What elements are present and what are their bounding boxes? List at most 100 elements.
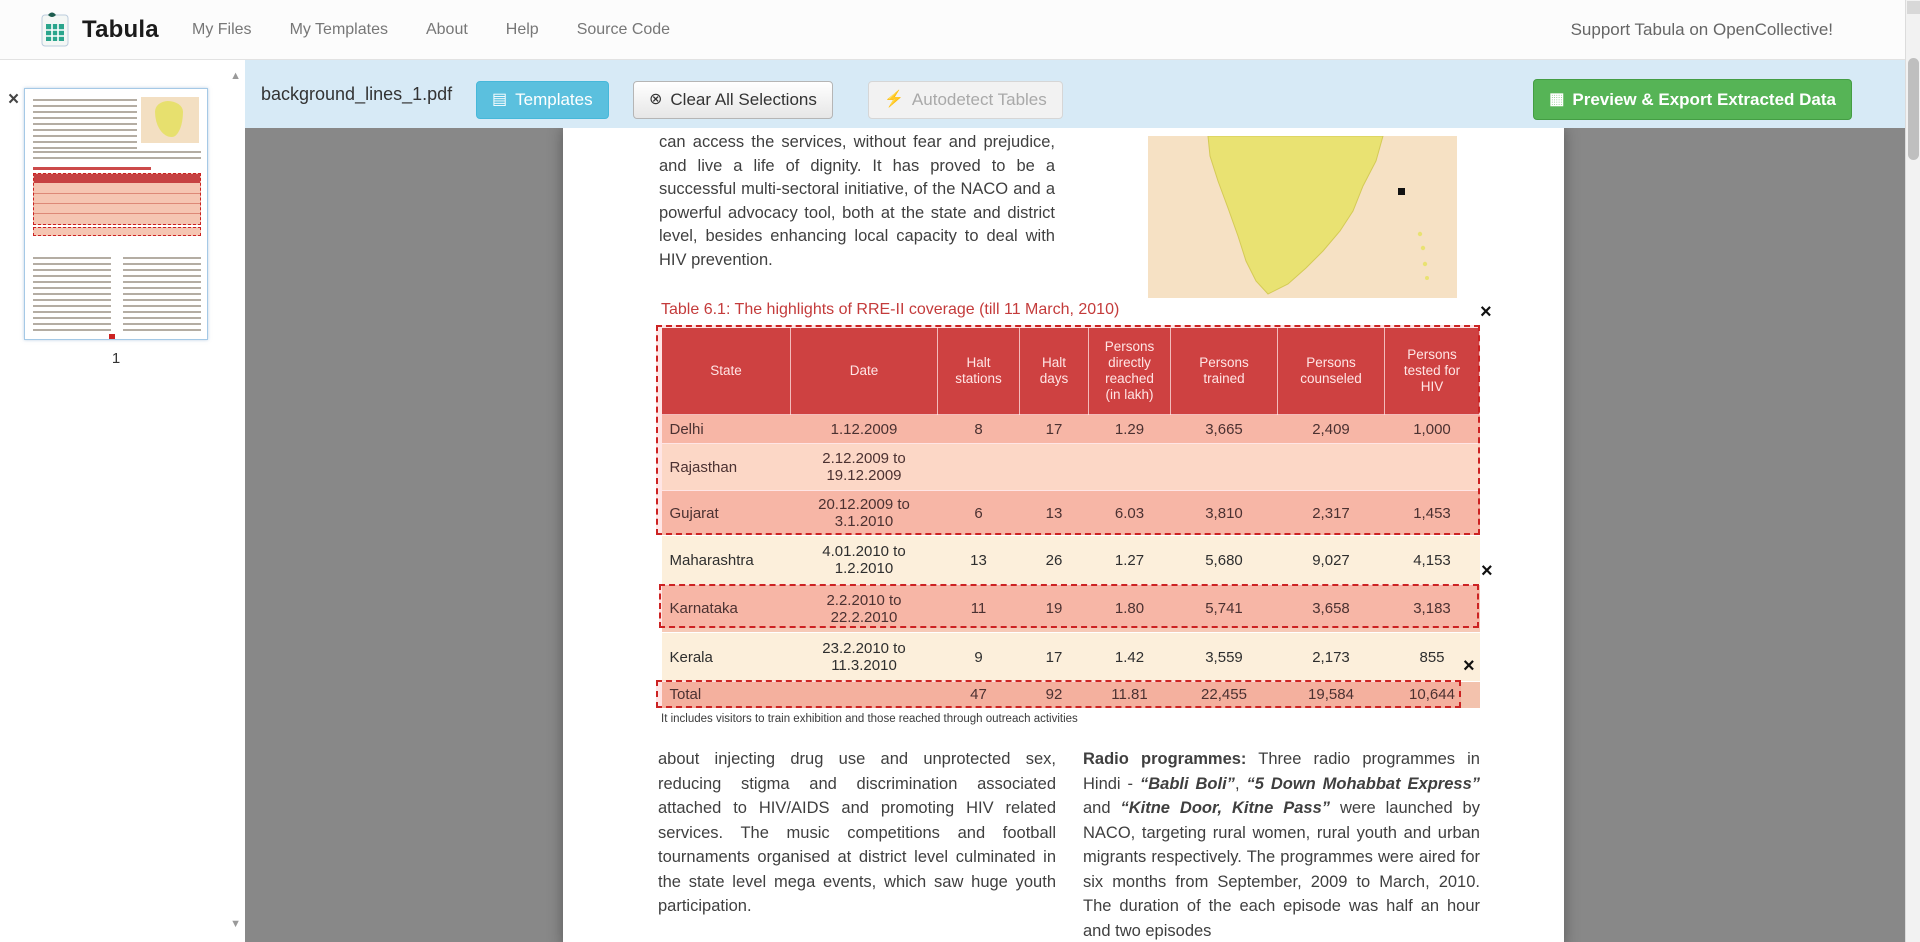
table-cell: 2.12.2009 to 19.12.2009 (790, 443, 938, 491)
table-cell: 855 (1384, 632, 1480, 682)
table-cell: 26 (1019, 535, 1089, 585)
table-row: Karnataka 2.2.2010 to 22.2.2010 11 19 1.80 5,… (661, 584, 1480, 633)
table-cell: 19,584 (1277, 681, 1385, 708)
clear-all-selections-button[interactable]: ⊗ Clear All Selections (633, 81, 833, 119)
selection-1-close-icon[interactable]: × (1480, 301, 1492, 323)
table-cell: Rajasthan (661, 443, 791, 491)
sidebar-scroll-down-icon[interactable]: ▼ (230, 918, 241, 930)
table-cell: 1,000 (1384, 414, 1480, 444)
thumbnail-column-left (33, 257, 111, 331)
table-cell: 17 (1019, 414, 1089, 444)
nav-my-files[interactable]: My Files (192, 21, 252, 38)
table-cell: 13 (937, 535, 1020, 585)
table-cell: 8 (937, 414, 1020, 444)
thumbnail-selection-handle (109, 334, 115, 339)
table-cell: 10,644 (1384, 681, 1480, 708)
templates-icon: ▤ (492, 91, 508, 108)
scrollbar-top-button[interactable] (1907, 1, 1920, 14)
table-row: Maharashtra 4.01.2010 to 1.2.2010 13 26 1.27… (661, 535, 1480, 585)
nav-my-templates[interactable]: My Templates (289, 21, 388, 38)
nav-about[interactable]: About (425, 21, 468, 38)
table-cell: Total (661, 681, 791, 708)
table-cell: 92 (1019, 681, 1089, 708)
selection-region-1[interactable] (656, 325, 1480, 535)
export-table-icon: ▦ (1549, 90, 1565, 108)
brand-title: Tabula (82, 16, 159, 43)
selection-3-close-icon[interactable]: × (1463, 655, 1475, 677)
selection-region-3[interactable] (656, 680, 1461, 708)
table-cell (937, 443, 1020, 491)
scrollbar-thumb[interactable] (1908, 58, 1919, 160)
table-cell: 4.01.2010 to 1.2.2010 (790, 535, 938, 585)
page-thumbnail[interactable] (24, 88, 208, 340)
table-cell: 3,665 (1170, 414, 1278, 444)
tabula-brand[interactable]: Tabula (40, 0, 159, 60)
table-cell: 17 (1019, 632, 1089, 682)
map-legend-swatch (1398, 188, 1405, 195)
table-cell: 20.12.2009 to 3.1.2010 (790, 490, 938, 536)
table-header-cell: Halt days (1019, 327, 1089, 415)
table-row: Total 47 92 11.81 22,455 19,584 10,644 (661, 681, 1480, 708)
document-intro-paragraph: can access the services, without fear an… (659, 133, 1055, 269)
table-footnote: It includes visitors to train exhibition… (661, 713, 1078, 725)
table-header-cell: Persons directly reached (in lakh) (1088, 327, 1171, 415)
table-cell: 6 (937, 490, 1020, 536)
selection-2-close-icon[interactable]: × (1481, 560, 1493, 582)
preview-export-button[interactable]: ▦ Preview & Export Extracted Data (1533, 79, 1852, 120)
toolbar: background_lines_1.pdf ▤ Templates ⊗ Cle… (245, 60, 1905, 128)
table-header-cell: Date (790, 327, 938, 415)
table-row: Delhi 1.12.2009 8 17 1.29 3,665 2,409 1,000 (661, 414, 1480, 444)
table-cell: 2,317 (1277, 490, 1385, 536)
open-filename: background_lines_1.pdf (261, 83, 453, 104)
table-cell: 19 (1019, 584, 1089, 633)
support-link[interactable]: Support Tabula on OpenCollective! (1570, 20, 1833, 39)
thumbnail-column-right (123, 257, 201, 331)
pdf-workspace[interactable]: can access the services, without fear an… (245, 128, 1905, 942)
table-cell: 1.80 (1088, 584, 1171, 633)
table-cell: 3,810 (1170, 490, 1278, 536)
sidebar-scroll-up-icon[interactable]: ▲ (230, 70, 241, 82)
thumbnail-text-block (33, 151, 201, 163)
thumbnail-table (33, 173, 201, 225)
table-cell: 5,741 (1170, 584, 1278, 633)
table-cell: 11 (937, 584, 1020, 633)
table-cell: Karnataka (661, 584, 791, 633)
table-cell: 4,153 (1384, 535, 1480, 585)
table-row: Gujarat 20.12.2009 to 3.1.2010 6 13 6.03 3,81… (661, 490, 1480, 536)
table-header-cell: State (661, 327, 791, 415)
thumbnail-text-block (33, 99, 137, 153)
vertical-scrollbar[interactable] (1905, 0, 1920, 942)
table-cell (1088, 443, 1171, 491)
main-nav: My Files My Templates About Help Source … (192, 0, 670, 60)
templates-button[interactable]: ▤ Templates (476, 81, 609, 119)
table-cell: 47 (937, 681, 1020, 708)
table-cell: 23.2.2010 to 11.3.2010 (790, 632, 938, 682)
table-header-cell: Persons trained (1170, 327, 1278, 415)
table-cell: 3,183 (1384, 584, 1480, 633)
nav-help[interactable]: Help (505, 21, 539, 38)
table-cell (1384, 443, 1480, 491)
table-cell: 5,680 (1170, 535, 1278, 585)
table-cell: 22,455 (1170, 681, 1278, 708)
table-cell (1019, 443, 1089, 491)
table-cell: 9 (937, 632, 1020, 682)
table-header-cell: Persons tested for HIV (1384, 327, 1480, 415)
table-head: State Date Halt stations Halt days Persons d… (661, 327, 1480, 415)
autodetect-tables-button[interactable]: ⚡ Autodetect Tables (868, 81, 1063, 119)
table-row: Kerala 23.2.2010 to 11.3.2010 9 17 1.42 3,559… (661, 632, 1480, 682)
selection-region-2[interactable] (659, 584, 1479, 628)
table-row: Rajasthan 2.12.2009 to 19.12.2009 (661, 443, 1480, 491)
table-caption: Table 6.1: The highlights of RRE-II cove… (661, 301, 1120, 318)
table-cell: 1.42 (1088, 632, 1171, 682)
nav-source-code[interactable]: Source Code (576, 21, 671, 38)
table-cell: 3,559 (1170, 632, 1278, 682)
table-cell (1277, 443, 1385, 491)
remove-file-icon[interactable]: × (8, 89, 20, 110)
thumbnail-caption-line (33, 167, 151, 170)
thumbnail-map (141, 97, 199, 143)
table-wrap: State Date Halt stations Halt days Persons d… (661, 327, 1480, 708)
thumbnail-selection (33, 227, 201, 236)
table-cell: Maharashtra (661, 535, 791, 585)
pdf-page[interactable]: can access the services, without fear an… (563, 128, 1564, 942)
table-cell: 2,173 (1277, 632, 1385, 682)
